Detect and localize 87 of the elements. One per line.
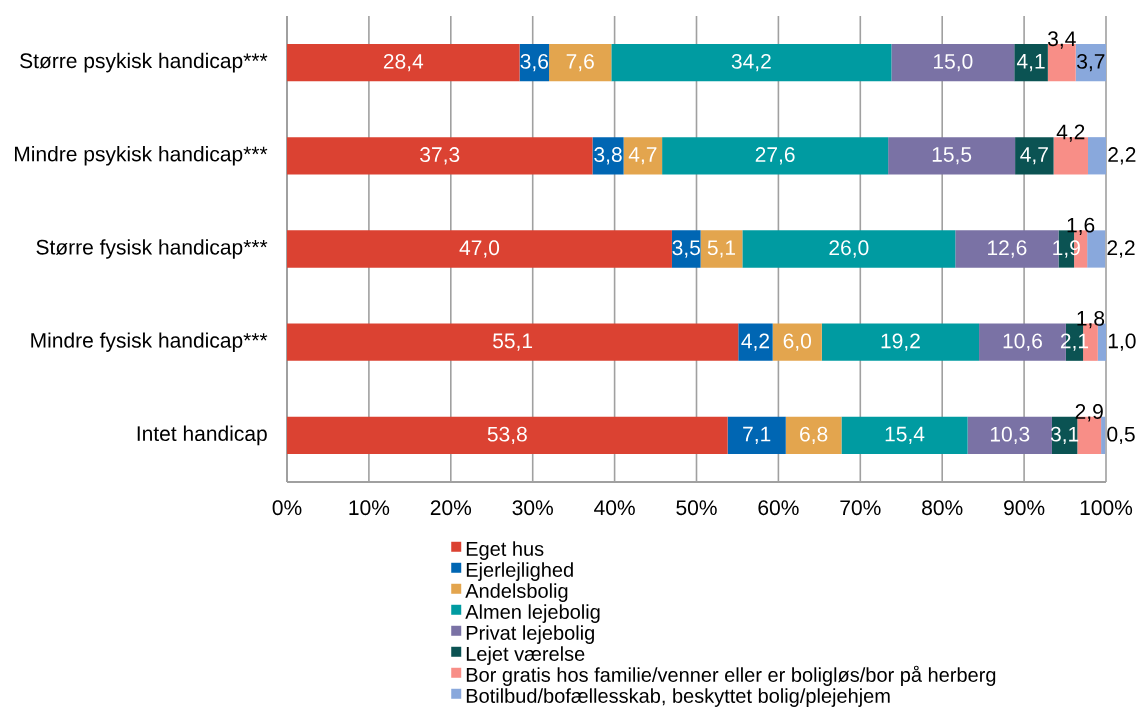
data-label: 0,5 [1107, 426, 1135, 445]
x-tick-label: 20% [430, 500, 472, 516]
data-label: 3,7 [1077, 53, 1105, 72]
y-tick-label: Mindre psykisk handicap*** [15, 146, 268, 166]
data-label: 1,8 [1077, 310, 1105, 329]
data-label: 7,1 [743, 426, 771, 444]
data-label: 1,0 [1108, 333, 1136, 351]
data-label: 3,6 [520, 53, 549, 72]
data-label: 28,4 [383, 53, 424, 72]
bar [662, 137, 889, 175]
bar [287, 416, 728, 455]
data-label: 6,8 [800, 426, 828, 445]
data-label: 15,4 [885, 426, 925, 444]
data-label: 27,6 [755, 147, 795, 165]
bar [592, 137, 624, 175]
data-label: 34,2 [731, 53, 771, 72]
data-label: 12,6 [988, 240, 1027, 258]
legend-label: Botilbud/bofællesskab, beskyttet bolig/plejehjem [466, 688, 890, 707]
bar [1015, 137, 1054, 175]
data-label: 2,2 [1107, 240, 1135, 258]
x-tick-label: 30% [512, 500, 553, 516]
bar [1087, 137, 1106, 175]
data-label: 2,2 [1108, 147, 1136, 165]
legend-label: Andelsbolig [465, 583, 568, 602]
y-tick-label: Mindre fysisk handicap*** [31, 332, 268, 352]
data-label: 4,2 [741, 333, 770, 351]
y-tick-label: Større fysisk handicap*** [36, 239, 268, 259]
bar [1101, 416, 1106, 455]
data-label: 3,5 [672, 240, 700, 258]
bar [611, 43, 892, 82]
data-label: 2,9 [1075, 404, 1103, 422]
x-tick-label: 100% [1080, 500, 1133, 516]
bar [287, 137, 593, 175]
data-label: 10,6 [1003, 333, 1042, 351]
x-tick-label: 70% [840, 500, 881, 516]
bar [738, 323, 773, 361]
bar [727, 416, 786, 455]
data-label: 4,1 [1016, 54, 1045, 72]
data-label: 53,8 [487, 426, 527, 445]
data-label: 7,6 [566, 53, 594, 72]
data-label: 55,1 [493, 333, 533, 351]
x-tick-label: 80% [922, 500, 963, 516]
y-tick-label: Større psykisk handicap*** [20, 52, 268, 73]
data-label: 4,2 [1056, 124, 1085, 142]
bar [287, 323, 739, 361]
bar [700, 230, 743, 268]
legend-label: Bor gratis hos familie/venner eller er boligløs/bor på herberg [466, 665, 996, 686]
x-tick-label: 60% [758, 500, 799, 516]
bar [1014, 43, 1048, 82]
data-label: 37,3 [420, 147, 460, 165]
x-tick-label: 50% [676, 500, 717, 516]
data-label: 15,5 [932, 147, 972, 165]
x-tick-label: 90% [1004, 500, 1045, 516]
bar [671, 230, 701, 268]
y-tick-label: Intet handicap [137, 425, 267, 446]
bar [772, 323, 822, 361]
data-label: 1,6 [1067, 217, 1095, 236]
x-tick-label: 40% [594, 500, 635, 516]
bar [821, 323, 980, 361]
legend-label: Ejerlejlighed [466, 562, 573, 581]
bar [891, 43, 1015, 82]
x-tick-label: 10% [349, 500, 390, 516]
bar [287, 230, 672, 268]
bar [888, 137, 1016, 175]
legend-label: Eget hus [466, 541, 544, 560]
bar [841, 416, 968, 455]
data-label: 47,0 [459, 240, 500, 258]
data-label: 15,0 [934, 53, 973, 72]
data-label: 26,0 [829, 240, 869, 258]
x-tick-label: 0% [272, 500, 302, 516]
legend-label: Lejet værelse [466, 646, 585, 665]
bar [287, 43, 520, 82]
bar [785, 416, 842, 455]
data-label: 6,0 [783, 333, 812, 351]
bar [967, 416, 1052, 455]
data-label: 5,1 [707, 240, 736, 258]
data-label: 3,8 [594, 147, 622, 165]
bar [549, 43, 612, 82]
legend-label: Privat lejebolig [466, 625, 594, 644]
data-label: 3,4 [1047, 31, 1076, 49]
data-label: 10,3 [990, 426, 1030, 445]
data-label: 4,7 [628, 147, 657, 165]
bar [623, 137, 663, 175]
data-label: 4,7 [1020, 147, 1048, 165]
bar [742, 230, 956, 268]
data-label: 19,2 [881, 333, 920, 351]
legend-label: Almen lejebolig [465, 604, 600, 623]
